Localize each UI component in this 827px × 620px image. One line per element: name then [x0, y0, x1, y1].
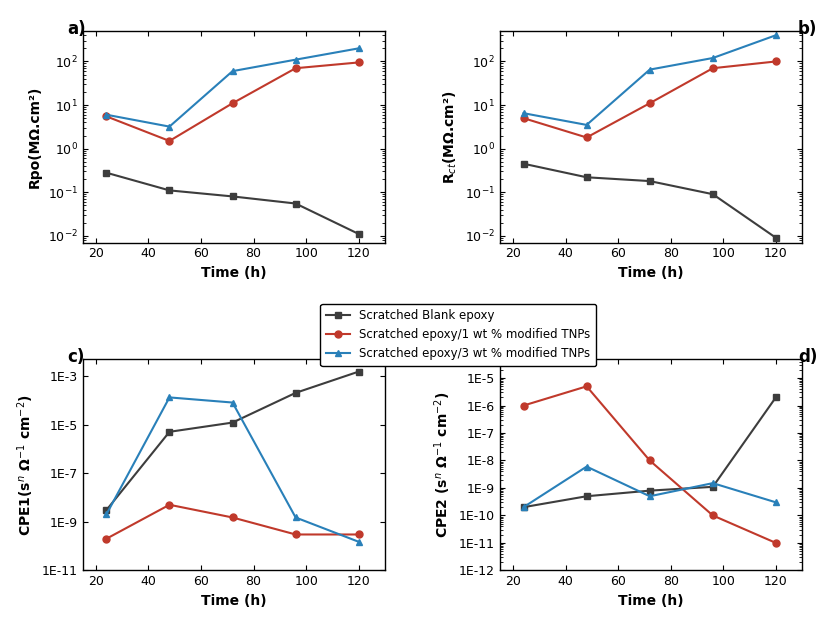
Text: c): c): [68, 348, 85, 366]
Text: d): d): [798, 348, 817, 366]
X-axis label: Time (h): Time (h): [201, 594, 266, 608]
X-axis label: Time (h): Time (h): [619, 594, 684, 608]
Text: a): a): [68, 20, 86, 38]
Y-axis label: Rpo(MΩ.cm²): Rpo(MΩ.cm²): [28, 86, 42, 188]
X-axis label: Time (h): Time (h): [201, 266, 266, 280]
X-axis label: Time (h): Time (h): [619, 266, 684, 280]
Legend: Scratched Blank epoxy, Scratched epoxy/1 wt % modified TNPs, Scratched epoxy/3 w: Scratched Blank epoxy, Scratched epoxy/1…: [320, 304, 596, 366]
Y-axis label: CPE2 (s$^{n}$ Ω$^{-1}$ cm$^{-2}$): CPE2 (s$^{n}$ Ω$^{-1}$ cm$^{-2}$): [433, 391, 453, 538]
Y-axis label: CPE1(s$^{n}$ Ω$^{-1}$ cm$^{-2}$): CPE1(s$^{n}$ Ω$^{-1}$ cm$^{-2}$): [16, 394, 36, 536]
Text: b): b): [798, 20, 817, 38]
Y-axis label: R$_{ct}$(MΩ.cm²): R$_{ct}$(MΩ.cm²): [442, 90, 459, 184]
